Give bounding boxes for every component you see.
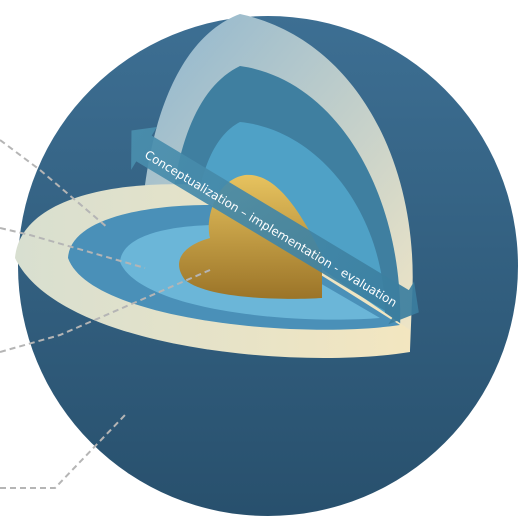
leader-lines [0,139,211,489]
